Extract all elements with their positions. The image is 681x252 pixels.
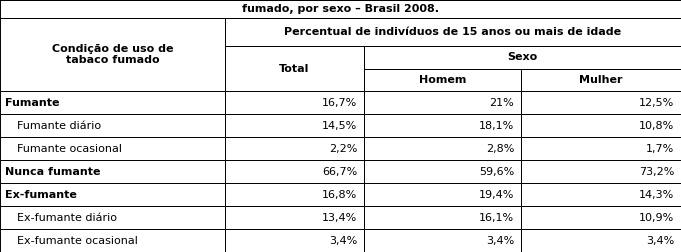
Bar bbox=[225, 91, 364, 114]
Text: 3,4%: 3,4% bbox=[486, 236, 514, 245]
Bar bbox=[521, 69, 681, 91]
Bar bbox=[364, 229, 521, 252]
Bar bbox=[0, 229, 225, 252]
Bar bbox=[0, 91, 225, 114]
Bar bbox=[521, 114, 681, 137]
Bar bbox=[225, 160, 364, 183]
Text: 19,4%: 19,4% bbox=[479, 190, 514, 200]
Text: Total: Total bbox=[279, 64, 310, 74]
Text: fumado, por sexo – Brasil 2008.: fumado, por sexo – Brasil 2008. bbox=[242, 4, 439, 14]
Bar bbox=[364, 183, 521, 206]
Bar bbox=[0, 206, 225, 229]
Bar bbox=[225, 114, 364, 137]
Bar bbox=[225, 229, 364, 252]
Bar bbox=[0, 0, 681, 18]
Bar bbox=[364, 206, 521, 229]
Text: 10,8%: 10,8% bbox=[639, 121, 674, 131]
Text: 3,4%: 3,4% bbox=[646, 236, 674, 245]
Text: 18,1%: 18,1% bbox=[479, 121, 514, 131]
Text: 13,4%: 13,4% bbox=[322, 212, 358, 223]
Text: Homem: Homem bbox=[419, 75, 466, 85]
Bar bbox=[225, 206, 364, 229]
Bar bbox=[521, 206, 681, 229]
Bar bbox=[0, 114, 225, 137]
Bar bbox=[0, 160, 225, 183]
Bar bbox=[0, 183, 225, 206]
Text: 16,1%: 16,1% bbox=[479, 212, 514, 223]
Bar bbox=[364, 69, 521, 91]
Bar bbox=[521, 229, 681, 252]
Text: 2,2%: 2,2% bbox=[329, 144, 358, 154]
Bar bbox=[364, 91, 521, 114]
Text: Ex-fumante diário: Ex-fumante diário bbox=[17, 212, 117, 223]
Text: 1,7%: 1,7% bbox=[646, 144, 674, 154]
Text: Sexo: Sexo bbox=[507, 52, 538, 62]
Text: 16,8%: 16,8% bbox=[322, 190, 358, 200]
Text: Ex-fumante: Ex-fumante bbox=[5, 190, 78, 200]
Text: 14,3%: 14,3% bbox=[639, 190, 674, 200]
Bar bbox=[225, 137, 364, 160]
Text: 2,8%: 2,8% bbox=[486, 144, 514, 154]
Bar bbox=[364, 137, 521, 160]
Bar bbox=[521, 183, 681, 206]
Bar bbox=[364, 114, 521, 137]
Bar bbox=[225, 183, 364, 206]
Bar bbox=[364, 46, 681, 69]
Text: 16,7%: 16,7% bbox=[322, 98, 358, 108]
Text: 21%: 21% bbox=[490, 98, 514, 108]
Text: 66,7%: 66,7% bbox=[322, 167, 358, 177]
Bar bbox=[0, 137, 225, 160]
Text: 73,2%: 73,2% bbox=[639, 167, 674, 177]
Text: Mulher: Mulher bbox=[580, 75, 622, 85]
Text: Condição de uso de
tabaco fumado: Condição de uso de tabaco fumado bbox=[52, 44, 173, 66]
Bar bbox=[364, 160, 521, 183]
Text: Fumante diário: Fumante diário bbox=[17, 121, 101, 131]
Bar bbox=[521, 160, 681, 183]
Text: Fumante ocasional: Fumante ocasional bbox=[17, 144, 122, 154]
Text: Fumante: Fumante bbox=[5, 98, 60, 108]
Text: 14,5%: 14,5% bbox=[322, 121, 358, 131]
Text: 59,6%: 59,6% bbox=[479, 167, 514, 177]
Text: 3,4%: 3,4% bbox=[330, 236, 358, 245]
Text: Nunca fumante: Nunca fumante bbox=[5, 167, 101, 177]
Text: 10,9%: 10,9% bbox=[639, 212, 674, 223]
Bar bbox=[521, 91, 681, 114]
Text: 12,5%: 12,5% bbox=[639, 98, 674, 108]
Text: Ex-fumante ocasional: Ex-fumante ocasional bbox=[17, 236, 138, 245]
Bar bbox=[521, 137, 681, 160]
Text: Percentual de indivíduos de 15 anos ou mais de idade: Percentual de indivíduos de 15 anos ou m… bbox=[284, 27, 622, 37]
